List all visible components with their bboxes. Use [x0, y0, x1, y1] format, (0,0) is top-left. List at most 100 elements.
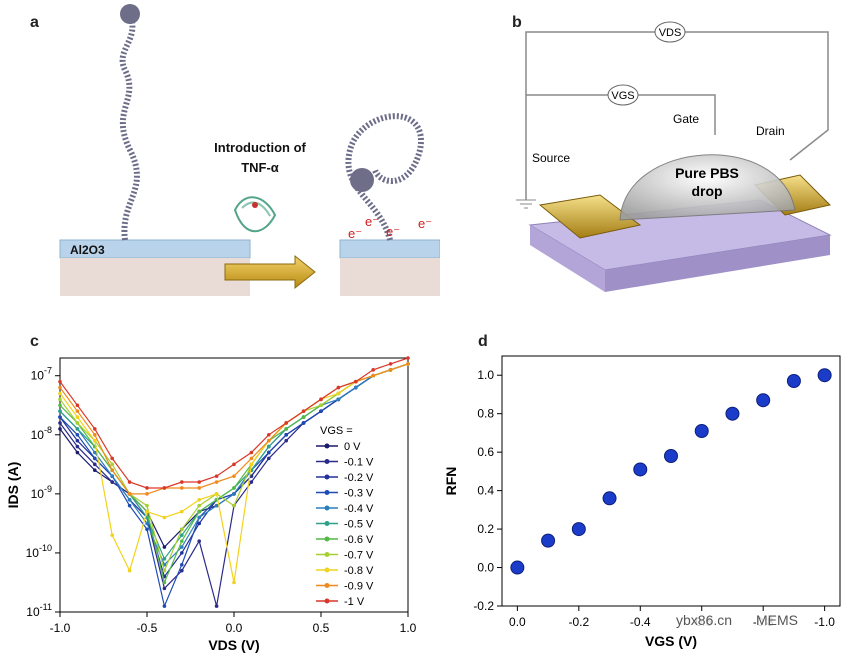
- data-point: [162, 486, 167, 490]
- data-point: [75, 432, 80, 437]
- x-tick-label: -0.5: [137, 621, 158, 635]
- chart-c: -1.0 -0.5 0.0 0.5 1.0 10-11 10-10 10-9 10-8 10-7 V…: [5, 356, 417, 653]
- panel-label-c: c: [30, 333, 39, 350]
- panel-label-a: a: [30, 14, 39, 31]
- data-point: [127, 568, 132, 573]
- y-tick-label: 10-11: [26, 602, 52, 619]
- data-point: [786, 374, 801, 388]
- data-point: [388, 368, 393, 372]
- watermark-brand: MEMS: [756, 612, 798, 628]
- data-point: [58, 421, 62, 425]
- data-point: [58, 391, 62, 396]
- data-point: [127, 480, 132, 484]
- data-point: [180, 545, 184, 549]
- data-point: [180, 551, 184, 555]
- vds-meter-label: VDS: [659, 27, 682, 39]
- y-tick-label: 0.4: [477, 484, 494, 498]
- watermark-site: ybx86.cn: [676, 612, 733, 628]
- data-point: [93, 462, 97, 467]
- data-point: [127, 503, 132, 508]
- panel-a-illustration: Al2O3 Introduction of TNF-α e⁻ e⁻ e⁻ e⁻: [59, 4, 440, 296]
- data-point: [58, 415, 62, 419]
- data-point: [110, 468, 114, 473]
- x-axis-label: VDS (V): [208, 637, 259, 653]
- legend-entry: 0 V: [344, 441, 361, 453]
- data-point: [197, 521, 201, 526]
- data-point: [267, 450, 271, 455]
- legend-marker: [324, 490, 330, 495]
- data-point: [162, 568, 167, 573]
- data-point: [180, 568, 184, 573]
- data-point: [180, 509, 184, 514]
- data-point: [93, 432, 97, 437]
- arrow-text-1: Introduction of: [214, 140, 306, 155]
- chart-d: 0.0-0.2-0.4-0.6-0.8-1.0-0.20.00.20.40.60…: [443, 355, 841, 649]
- right-arrow: [224, 254, 316, 290]
- data-point: [145, 486, 149, 490]
- data-point: [354, 379, 358, 384]
- data-point: [93, 456, 97, 461]
- data-point: [336, 391, 341, 396]
- panel-b-illustration: VDS VGS Source Gate Drain Pure PBS drop: [516, 21, 832, 292]
- data-point: [301, 409, 306, 413]
- x-tick-label: -0.4: [630, 615, 651, 629]
- data-point: [162, 557, 167, 561]
- data-point: [75, 421, 80, 425]
- data-point: [336, 397, 341, 402]
- data-point: [75, 415, 80, 419]
- data-point: [406, 362, 410, 366]
- data-point: [93, 468, 97, 473]
- data-point: [145, 527, 149, 532]
- data-point: [145, 521, 149, 526]
- data-point: [232, 503, 236, 508]
- data-point: [214, 604, 219, 608]
- source-label: Source: [532, 151, 570, 165]
- data-point: [145, 492, 149, 496]
- data-point: [694, 424, 709, 438]
- data-point: [180, 527, 184, 532]
- legend-marker: [324, 505, 330, 511]
- x-tick-label: 0.0: [509, 615, 526, 629]
- data-point: [110, 533, 114, 538]
- data-point: [388, 362, 393, 366]
- data-point: [145, 509, 149, 514]
- data-point: [232, 486, 236, 490]
- data-point: [725, 406, 740, 421]
- data-point: [267, 438, 271, 443]
- data-point: [214, 492, 219, 496]
- data-point: [75, 438, 80, 443]
- data-point: [197, 486, 201, 490]
- legend-entry: -0.5 V: [344, 519, 374, 531]
- arrow-text-2: TNF-α: [241, 160, 279, 175]
- data-point: [110, 462, 114, 467]
- y-tick-label: 0.6: [477, 445, 494, 459]
- data-point: [93, 450, 97, 455]
- y-tick-label: 10-9: [31, 484, 52, 501]
- x-axis-label: VGS (V): [645, 633, 697, 649]
- legend-marker: [324, 474, 330, 480]
- legend-marker: [324, 459, 330, 464]
- y-tick-label: 1.0: [477, 368, 494, 382]
- data-point: [319, 403, 323, 408]
- data-point: [284, 438, 289, 443]
- electron-1: e⁻: [348, 226, 362, 241]
- data-point: [214, 503, 219, 508]
- al2o3-label: Al2O3: [70, 243, 105, 257]
- data-point: [75, 444, 80, 449]
- data-point: [249, 450, 254, 455]
- x-tick-label: -1.0: [814, 615, 835, 629]
- data-point: [110, 474, 114, 478]
- data-point: [571, 522, 586, 537]
- drop-label-1: Pure PBS: [675, 165, 739, 181]
- y-tick-label: -0.2: [473, 599, 494, 613]
- data-point: [284, 432, 289, 437]
- data-point: [127, 497, 132, 502]
- data-point: [110, 480, 114, 484]
- probe-strand: [119, 13, 140, 241]
- legend-entry: -0.6 V: [344, 534, 374, 546]
- data-point: [75, 403, 80, 408]
- data-point: [284, 427, 289, 431]
- data-point: [267, 444, 271, 449]
- data-point: [197, 515, 201, 520]
- data-point: [197, 497, 201, 502]
